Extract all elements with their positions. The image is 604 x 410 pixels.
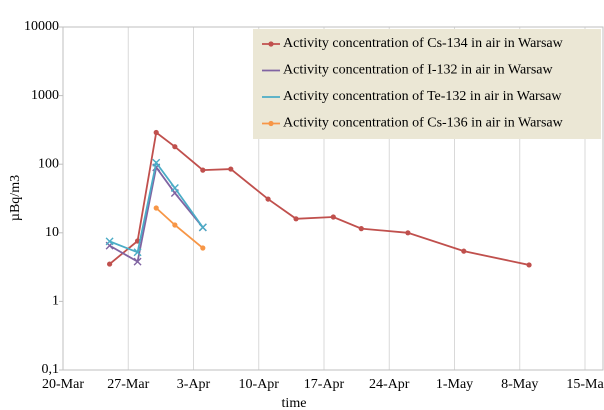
data-point [170,183,179,192]
data-point [152,158,161,167]
data-point [405,230,411,236]
x-axis-label: time [282,396,307,410]
legend-label: Activity concentration of Cs-134 in air … [283,36,564,51]
data-point [200,245,206,251]
x-tick-label: 20-Mar [42,377,84,392]
y-axis-label: µBq/m3 [8,175,23,221]
data-point [228,166,234,172]
data-point [526,262,532,268]
data-point [133,257,142,266]
data-point [330,214,336,220]
y-tick-label: 1 [52,294,59,309]
data-point [265,196,271,202]
y-tick-label: 0,1 [42,362,60,377]
x-tick-label: 15-Ma [566,377,604,392]
y-tick-label: 10000 [24,19,59,34]
data-point [200,167,206,173]
x-tick-label: 3-Apr [177,377,211,392]
data-point [153,205,159,211]
data-point [133,248,142,257]
plot-frame [62,26,604,371]
legend-label: Activity concentration of I-132 in air i… [283,63,553,78]
data-point [172,144,178,150]
legend-label: Activity concentration of Te-132 in air … [283,89,562,104]
x-tick-label: 10-Apr [239,377,280,392]
y-tick-label: 1000 [31,88,59,103]
x-tick-label: 8-May [501,377,538,392]
y-tick-label: 10 [45,225,59,240]
data-point [107,261,113,267]
data-point [358,226,364,232]
y-tick-label: 100 [38,156,59,171]
legend-marker [268,120,274,127]
x-tick-label: 24-Apr [369,377,410,392]
legend-label: Activity concentration of Cs-136 in air … [283,116,564,131]
data-point [105,237,114,246]
data-point [293,216,299,222]
data-point [198,223,207,232]
legend-box [253,29,601,139]
legend-marker [268,41,274,47]
x-tick-label: 27-Mar [107,377,149,392]
x-tick-label: 1-May [436,377,473,392]
data-point [461,248,467,254]
data-point [172,222,178,228]
data-point [153,129,159,136]
x-tick-label: 17-Apr [304,377,345,392]
